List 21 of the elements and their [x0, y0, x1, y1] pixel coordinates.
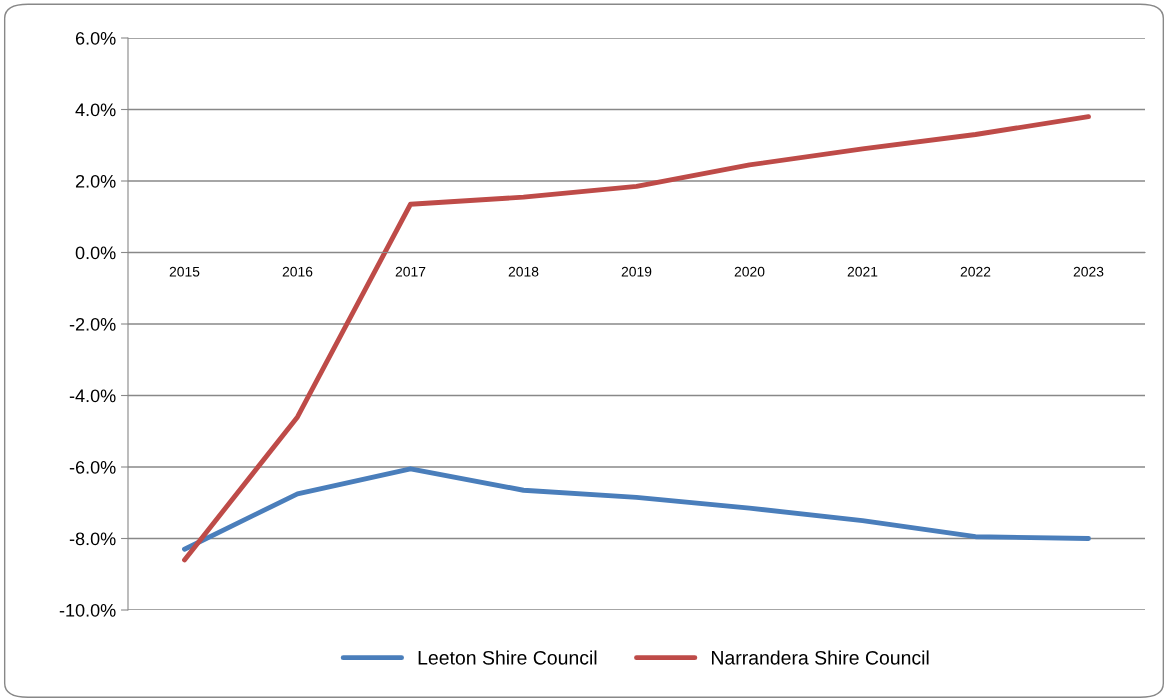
x-tick-label: 2023: [1073, 266, 1104, 277]
y-tick-label: -4.0%: [69, 389, 116, 403]
y-tick-label: 2.0%: [75, 174, 116, 188]
y-tick-label: 6.0%: [75, 31, 116, 45]
line-series: [182, 466, 1091, 552]
x-tick-label: 2022: [960, 266, 991, 277]
y-tick-label: -2.0%: [69, 317, 116, 331]
y-tick-label: -8.0%: [69, 532, 116, 546]
x-tick-label: 2018: [508, 266, 539, 277]
x-tick-label: 2020: [734, 266, 765, 277]
y-tick-label: 0.0%: [75, 246, 116, 260]
x-tick-label: 2016: [282, 266, 313, 277]
y-tick-label: 4.0%: [75, 103, 116, 117]
x-tick-label: 2015: [169, 266, 200, 277]
x-tick-label: 2019: [621, 266, 652, 277]
x-tick-label: 2021: [847, 266, 878, 277]
y-tick-label: -10.0%: [59, 603, 116, 617]
x-tick-label: 2017: [395, 266, 426, 277]
legend-label: Leeton Shire Council: [418, 650, 597, 665]
legend-label: Narrandera Shire Council: [711, 650, 929, 665]
y-tick-label: -6.0%: [69, 460, 116, 474]
